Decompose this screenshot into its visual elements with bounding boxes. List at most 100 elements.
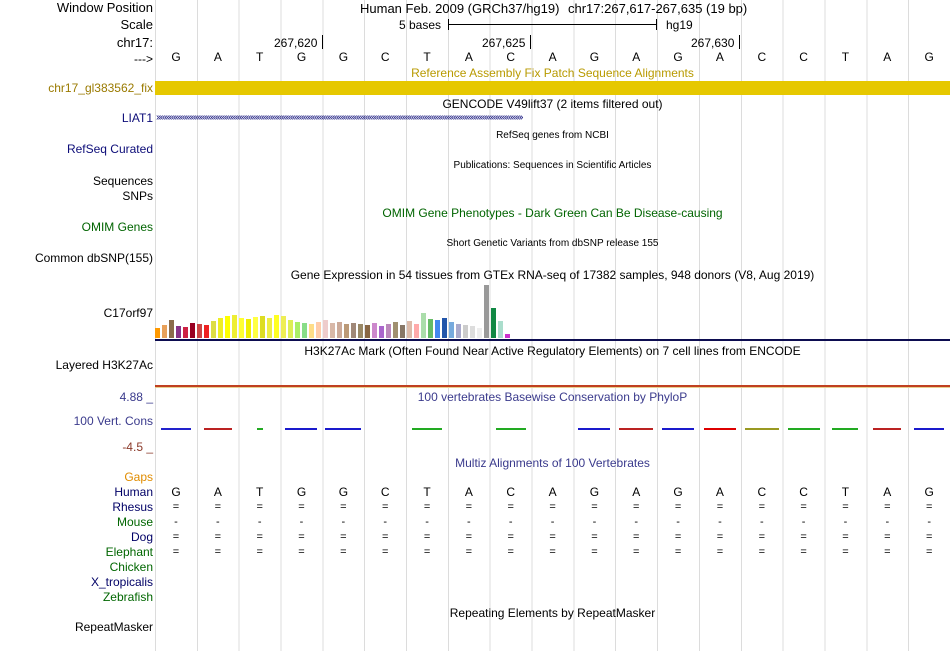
- gtex-bar-42[interactable]: [442, 318, 447, 338]
- species-label-chicken[interactable]: Chicken: [109, 560, 153, 574]
- gtex-bar-26[interactable]: [330, 323, 335, 338]
- refseq-track-title[interactable]: RefSeq genes from NCBI: [496, 130, 609, 141]
- gtex-bar-33[interactable]: [379, 326, 384, 338]
- mouse-align-mark-10: -: [550, 516, 555, 528]
- gtex-bar-41[interactable]: [435, 320, 440, 338]
- species-label-elephant[interactable]: Elephant: [105, 545, 153, 559]
- gtex-bar-13[interactable]: [239, 318, 244, 338]
- refseq-curated-label[interactable]: RefSeq Curated: [66, 142, 153, 156]
- gtex-bar-11[interactable]: [225, 316, 230, 338]
- gtex-bar-5[interactable]: [183, 327, 188, 338]
- human-base-11: G: [589, 485, 600, 499]
- gtex-bar-21[interactable]: [295, 322, 300, 338]
- snps-label[interactable]: SNPs: [122, 189, 153, 203]
- phylop-track-title[interactable]: 100 vertebrates Basewise Conservation by…: [417, 390, 688, 404]
- gtex-bar-43[interactable]: [449, 322, 454, 338]
- repeatmasker-track-title[interactable]: Repeating Elements by RepeatMasker: [449, 606, 656, 620]
- gtex-bar-25[interactable]: [323, 320, 328, 338]
- human-base-6: C: [380, 485, 390, 499]
- gaps-label[interactable]: Gaps: [124, 470, 153, 484]
- phylop-mark-7: [495, 428, 526, 430]
- gtex-bar-51[interactable]: [505, 334, 510, 338]
- h3k27ac-track-title[interactable]: H3K27Ac Mark (Often Found Near Active Re…: [304, 344, 801, 358]
- gtex-bar-31[interactable]: [365, 325, 370, 338]
- gtex-bar-chart[interactable]: [155, 283, 555, 338]
- mouse-align-mark-12: -: [634, 516, 639, 528]
- gtex-bar-6[interactable]: [190, 323, 195, 338]
- publications-track-title[interactable]: Publications: Sequences in Scientific Ar…: [453, 160, 652, 171]
- gtex-bar-45[interactable]: [463, 325, 468, 338]
- gtex-bar-36[interactable]: [400, 325, 405, 338]
- gtex-track-title[interactable]: Gene Expression in 54 tissues from GTEx …: [290, 268, 815, 282]
- common-dbsnp-label[interactable]: Common dbSNP(155): [34, 251, 153, 265]
- mouse-align-mark-18: -: [885, 516, 890, 528]
- species-label-dog[interactable]: Dog: [130, 530, 153, 544]
- gtex-bar-28[interactable]: [344, 324, 349, 338]
- gtex-bar-34[interactable]: [386, 324, 391, 338]
- dbsnp-track-title[interactable]: Short Genetic Variants from dbSNP releas…: [446, 238, 659, 249]
- gtex-bar-16[interactable]: [260, 316, 265, 338]
- c17orf97-label[interactable]: C17orf97: [103, 306, 153, 320]
- gtex-bar-39[interactable]: [421, 313, 426, 338]
- species-label-mouse[interactable]: Mouse: [116, 515, 153, 529]
- gtex-bar-35[interactable]: [393, 322, 398, 338]
- gtex-bar-17[interactable]: [267, 318, 272, 338]
- repeatmasker-label[interactable]: RepeatMasker: [74, 620, 153, 634]
- omim-track-title[interactable]: OMIM Gene Phenotypes - Dark Green Can Be…: [382, 206, 723, 220]
- fix-patch-label[interactable]: chr17_gl383562_fix: [48, 81, 153, 95]
- gtex-bar-40[interactable]: [428, 319, 433, 338]
- gtex-bar-15[interactable]: [253, 317, 258, 338]
- phylop-max-value: 4.88 _: [119, 390, 153, 404]
- sequences-label[interactable]: Sequences: [92, 174, 153, 188]
- gtex-bar-20[interactable]: [288, 320, 293, 338]
- gtex-bar-38[interactable]: [414, 324, 419, 338]
- gtex-bar-7[interactable]: [197, 324, 202, 338]
- human-base-12: A: [632, 485, 641, 499]
- dog-align-mark-12: =: [633, 531, 640, 543]
- gtex-bar-14[interactable]: [246, 319, 251, 338]
- gtex-bar-23[interactable]: [309, 324, 314, 338]
- gtex-bar-27[interactable]: [337, 322, 342, 338]
- gtex-bar-37[interactable]: [407, 321, 412, 338]
- multiz-track-title[interactable]: Multiz Alignments of 100 Vertebrates: [455, 456, 650, 470]
- gtex-bar-44[interactable]: [456, 324, 461, 338]
- gencode-track-title[interactable]: GENCODE V49lift37 (2 items filtered out): [442, 97, 663, 111]
- rhesus-align-mark-11: =: [591, 501, 598, 513]
- liat1-gene-intron[interactable]: ››››››››››››››››››››››››››››››››››››››››…: [156, 112, 524, 123]
- gtex-bar-4[interactable]: [176, 326, 181, 338]
- species-label-zebrafish[interactable]: Zebrafish: [102, 590, 153, 604]
- species-label-human[interactable]: Human: [114, 485, 153, 499]
- gtex-bar-24[interactable]: [316, 322, 321, 338]
- gtex-bar-8[interactable]: [204, 325, 209, 338]
- gtex-bar-1[interactable]: [155, 328, 160, 338]
- fix-patch-track-title[interactable]: Reference Assembly Fix Patch Sequence Al…: [411, 66, 694, 80]
- mouse-align-mark-15: -: [759, 516, 764, 528]
- gtex-bar-3[interactable]: [169, 320, 174, 338]
- species-label-rhesus[interactable]: Rhesus: [112, 500, 153, 514]
- gtex-bar-22[interactable]: [302, 323, 307, 338]
- elephant-align-mark-11: =: [591, 546, 598, 558]
- gtex-bar-18[interactable]: [274, 315, 279, 338]
- fix-patch-bar[interactable]: [155, 81, 950, 95]
- gtex-bar-2[interactable]: [162, 325, 167, 338]
- dog-align-mark-5: =: [340, 531, 347, 543]
- gtex-bar-19[interactable]: [281, 316, 286, 338]
- gtex-bar-12[interactable]: [232, 315, 237, 338]
- species-label-x_tropicalis[interactable]: X_tropicalis: [90, 575, 153, 589]
- layered-h3k27ac-label[interactable]: Layered H3K27Ac: [55, 358, 153, 372]
- gtex-bar-30[interactable]: [358, 324, 363, 338]
- gtex-bar-47[interactable]: [477, 328, 482, 338]
- 100-vert-cons-label[interactable]: 100 Vert. Cons: [73, 414, 153, 428]
- gtex-bar-49[interactable]: [491, 308, 496, 338]
- human-base-9: C: [506, 485, 516, 499]
- rhesus-align-mark-4: =: [298, 501, 305, 513]
- gtex-bar-46[interactable]: [470, 326, 475, 338]
- omim-genes-label[interactable]: OMIM Genes: [81, 220, 153, 234]
- gtex-bar-9[interactable]: [211, 321, 216, 338]
- gtex-bar-10[interactable]: [218, 318, 223, 338]
- gtex-bar-32[interactable]: [372, 323, 377, 338]
- gtex-bar-29[interactable]: [351, 323, 356, 338]
- gtex-bar-50[interactable]: [498, 321, 503, 338]
- liat1-gene-label[interactable]: LIAT1: [121, 111, 153, 125]
- gtex-bar-48[interactable]: [484, 285, 489, 338]
